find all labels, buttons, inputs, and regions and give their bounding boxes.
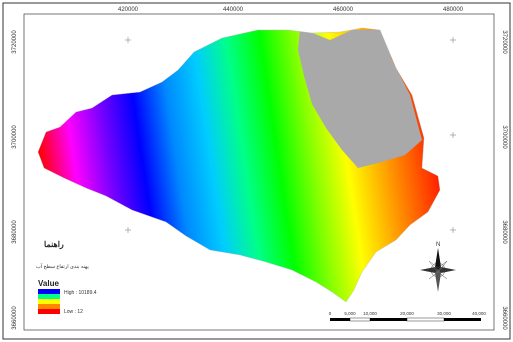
left-coord-label: 3680000 — [12, 220, 18, 244]
top-coord-label: 440000 — [223, 7, 244, 13]
diagonal-needles — [428, 260, 448, 280]
legend: راهنما پهنه بندی ارتفاع سطح آب Value Hig… — [36, 240, 97, 315]
left-coordinate-labels: 3720000 3700000 3680000 3660000 — [12, 30, 18, 330]
left-coord-label: 3720000 — [12, 30, 18, 54]
scale-bar-segment — [370, 318, 407, 321]
map-frame-inner — [23, 13, 495, 331]
left-coord-label: 3660000 — [12, 306, 18, 330]
legend-swatch — [38, 294, 60, 299]
east-arrow-needle — [438, 267, 456, 273]
scale-bar-segment — [406, 317, 445, 322]
legend-swatch — [38, 304, 60, 309]
top-coord-label: 480000 — [443, 7, 464, 13]
north-arrow-needle — [435, 248, 441, 270]
scale-bar-segment — [349, 317, 371, 322]
legend-swatch — [38, 299, 60, 304]
legend-high-label: High : 10189.4 — [64, 290, 97, 296]
right-coord-label: 3700000 — [501, 125, 507, 149]
legend-heading: راهنما — [44, 240, 64, 250]
no-data-area — [298, 28, 422, 168]
interpolated-surface — [38, 28, 440, 302]
west-arrow-needle — [420, 267, 438, 273]
north-arrow: N — [420, 242, 456, 292]
legend-low-label: Low : 12 — [64, 309, 83, 315]
north-label: N — [436, 242, 440, 248]
legend-ramp — [38, 289, 60, 314]
right-coord-label: 3680000 — [501, 220, 507, 244]
scale-bar-segment — [330, 318, 350, 321]
legend-swatch — [38, 309, 60, 314]
left-coord-label: 3700000 — [12, 125, 18, 149]
top-coord-label: 460000 — [333, 7, 354, 13]
scale-label: 5,000 — [344, 311, 356, 316]
right-coordinate-labels: 3720000 3700000 3680000 3660000 — [501, 30, 507, 330]
scale-label: 20,000 — [400, 311, 414, 316]
south-arrow-needle — [435, 270, 441, 292]
legend-title: Value — [38, 279, 59, 288]
scale-bar-segment — [444, 318, 481, 321]
scale-label: 40,000 — [472, 311, 486, 316]
top-coordinate-labels: 420000 440000 460000 480000 — [118, 7, 464, 13]
legend-swatch — [38, 289, 60, 294]
scale-label: 30,000 — [437, 311, 451, 316]
right-coord-label: 3660000 — [501, 306, 507, 330]
top-coord-label: 420000 — [118, 7, 139, 13]
scale-label: 10,000 — [363, 311, 377, 316]
scale-label: 0 — [329, 311, 332, 316]
scale-bar: 0 5,000 10,000 20,000 30,000 40,000 — [329, 311, 486, 322]
legend-subheading: پهنه بندی ارتفاع سطح آب — [36, 263, 89, 270]
region-outline — [37, 27, 441, 303]
right-coord-label: 3720000 — [501, 30, 507, 54]
